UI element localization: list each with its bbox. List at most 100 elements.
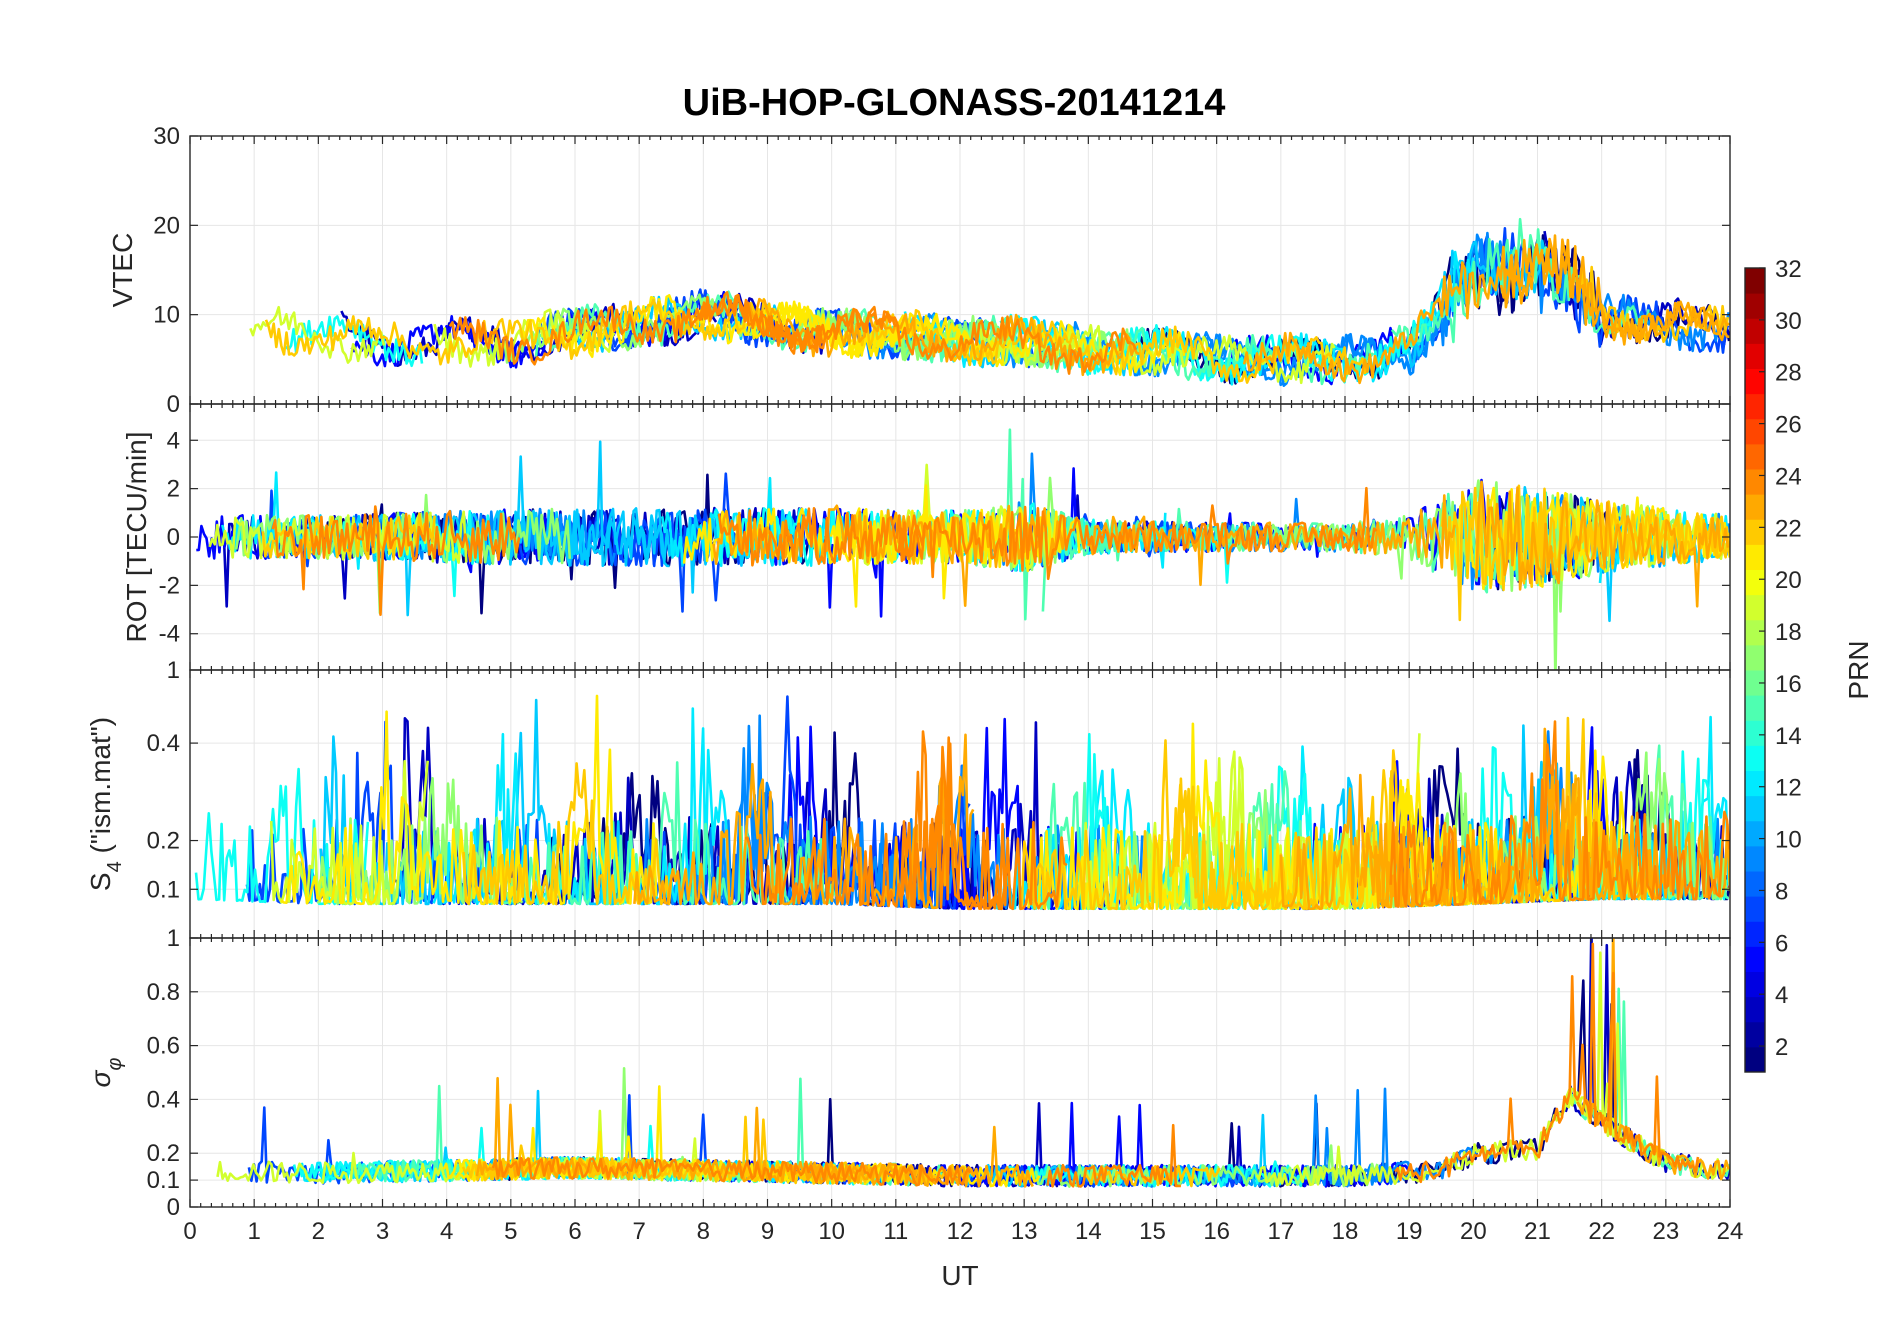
x-tick-label: 9 (761, 1218, 774, 1245)
y-axis-label: VTEC (107, 233, 138, 308)
y-tick-label: 0.1 (147, 876, 180, 903)
rot-panel: -4 -2 0 2 4 ROT [TECU/min] (121, 403, 1731, 671)
y-tick-label: -2 (159, 572, 180, 599)
series-prn-19 (269, 759, 429, 906)
colorbar-swatch (1745, 293, 1765, 319)
series-group (196, 428, 1730, 670)
x-axis-label: UT (941, 1260, 978, 1291)
colorbar-swatch (1745, 569, 1765, 596)
x-tick-label: 13 (1011, 1218, 1038, 1245)
colorbar-tick-label: 10 (1775, 827, 1802, 854)
x-tick-label: 7 (632, 1218, 645, 1245)
y-tick-label: 0.4 (147, 1086, 180, 1113)
colorbar-tick-label: 26 (1775, 412, 1802, 439)
x-tick-label: 16 (1203, 1218, 1230, 1245)
series-prn-23 (1242, 237, 1730, 385)
colorbar-swatch (1745, 343, 1765, 369)
x-tick-label: 15 (1139, 1218, 1166, 1245)
x-tick-label: 4 (440, 1218, 453, 1245)
series-prn-24 (757, 307, 1137, 375)
x-tick-label: 18 (1332, 1218, 1359, 1245)
colorbar-swatch (1745, 544, 1765, 570)
colorbar-frame (1744, 267, 1766, 1073)
x-tick-label: 10 (818, 1218, 845, 1245)
colorbar-tick-label: 14 (1775, 723, 1802, 750)
chart-title: UiB-HOP-GLONASS-20141214 (683, 82, 1226, 124)
colorbar-swatch (1745, 971, 1765, 998)
series-prn-22 (261, 512, 436, 561)
colorbar-swatch (1745, 695, 1765, 721)
y-tick-label: 0 (167, 391, 180, 418)
y-tick-label-top: 1 (167, 657, 180, 684)
y-tick-label: 0 (167, 524, 180, 551)
x-tick-label: 3 (376, 1218, 389, 1245)
colorbar-swatch (1745, 494, 1765, 520)
y-tick-label: 1 (167, 925, 180, 952)
colorbar-swatch (1745, 996, 1765, 1023)
colorbar-tick-label: 24 (1775, 463, 1802, 490)
colorbar-swatch (1745, 896, 1765, 922)
colorbar-swatch (1745, 519, 1765, 545)
colorbar-swatch (1745, 720, 1765, 746)
colorbar-swatch (1745, 1046, 1765, 1073)
x-tick-label: 19 (1396, 1218, 1423, 1245)
series-prn-22 (264, 297, 773, 366)
series-prn-19 (249, 305, 386, 364)
x-tick-label: 6 (568, 1218, 581, 1245)
series-prn-24 (901, 730, 1068, 911)
y-axis-label: σφ (85, 1058, 126, 1088)
colorbar-swatch (1745, 469, 1765, 495)
y-axis-label: S4 ("ism.mat") (85, 717, 126, 891)
colorbar-swatch (1745, 871, 1765, 897)
colorbar-swatch (1745, 443, 1765, 470)
y-tick-label: 0.1 (147, 1167, 180, 1194)
colorbar-swatch (1745, 1021, 1765, 1048)
x-tick-label: 23 (1652, 1218, 1679, 1245)
colorbar-tick-label: 30 (1775, 308, 1802, 335)
x-tick-label: 8 (697, 1218, 710, 1245)
colorbar-tick-label: 18 (1775, 619, 1802, 646)
y-tick-label: 0.2 (147, 1140, 180, 1167)
x-tick-label: 11 (883, 1218, 908, 1245)
series-prn-24 (693, 293, 902, 350)
colorbar-swatch (1745, 845, 1765, 872)
series-prn-23 (712, 504, 1067, 608)
x-tick-label: 20 (1460, 1218, 1487, 1245)
colorbar-tick-label: 6 (1775, 930, 1788, 957)
colorbar-label: PRN (1843, 640, 1874, 699)
x-tick-label: 12 (947, 1218, 974, 1245)
s4-panel: 0.1 0.2 0.4 1 S4 ("ism.mat") (85, 657, 1731, 939)
colorbar-tick-label: 28 (1775, 360, 1802, 387)
colorbar-swatch (1745, 644, 1765, 671)
y-tick-label: 20 (153, 212, 180, 239)
series-prn-13 (284, 315, 424, 368)
y-tick-label: 4 (167, 427, 180, 454)
colorbar-tick-label: 8 (1775, 878, 1788, 905)
colorbar-swatch (1745, 921, 1765, 947)
x-tick-label: 21 (1524, 1218, 1551, 1245)
colorbar-swatch (1745, 946, 1765, 972)
colorbar-swatch (1745, 795, 1765, 822)
series-prn-24 (491, 1156, 972, 1187)
colorbar-swatch (1745, 770, 1765, 797)
x-tick-label: 14 (1075, 1218, 1102, 1245)
x-tick-label: 0 (183, 1218, 196, 1245)
vtec-panel: 0 10 20 30 VTEC (107, 123, 1731, 418)
colorbar-swatch (1745, 594, 1765, 621)
series-group (194, 694, 1730, 911)
y-tick-label: 0.6 (147, 1033, 180, 1060)
x-tick-label: 22 (1588, 1218, 1615, 1245)
x-tick-label: 17 (1267, 1218, 1294, 1245)
y-axis-label: ROT [TECU/min] (121, 431, 152, 642)
x-tick-label: 2 (312, 1218, 325, 1245)
series-group (216, 938, 1730, 1188)
y-tick-label: 30 (153, 123, 180, 150)
x-tick-label: 5 (504, 1218, 517, 1245)
series-prn-24 (1389, 720, 1730, 908)
series-prn-23 (1086, 494, 1456, 587)
series-prn-24 (744, 742, 1008, 911)
y-tick-label: 0.4 (147, 730, 180, 757)
colorbar-swatch (1745, 368, 1765, 395)
series-prn-24 (717, 506, 928, 567)
